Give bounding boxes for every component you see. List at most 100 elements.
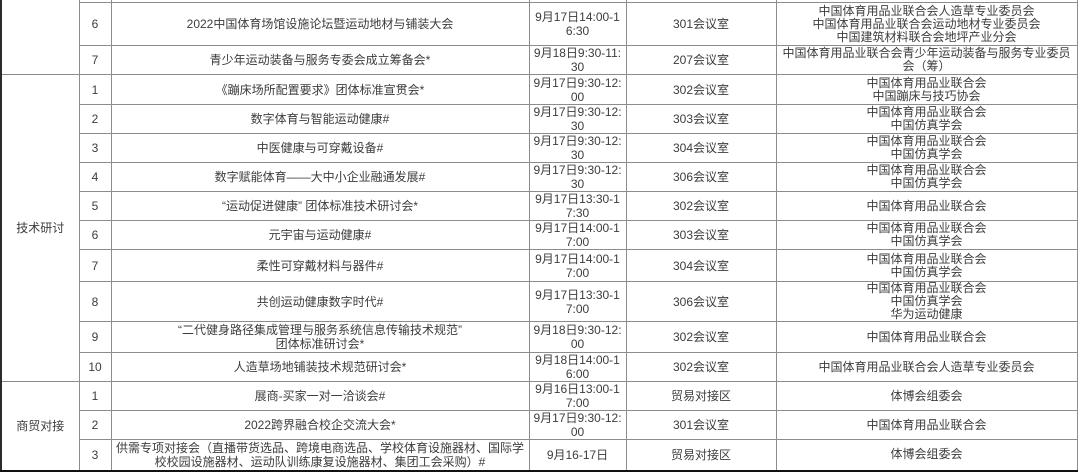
- organizer-line: 中国体育用品业联合会: [866, 75, 987, 90]
- event-title: “运动促进健康” 团体标准技术研讨会*: [222, 199, 418, 213]
- room-cell: 303会议室: [625, 220, 777, 250]
- organizer-line: 中国体育用品业联合会: [866, 281, 987, 295]
- event-cell: 柔性可穿戴材料与器件#: [110, 249, 530, 282]
- event-cell: “二代健身路径集成管理与服务系统信息传输技术规范” 团体标准研讨会*: [110, 321, 530, 353]
- time-cell: 9月17日9:30-12:30: [528, 133, 627, 163]
- time-cell: 9月16-17日: [528, 439, 627, 471]
- category-cell: 商贸对接: [0, 381, 80, 471]
- event-cell: “运动促进健康” 团体标准技术研讨会*: [110, 191, 530, 221]
- room-cell: 306会议室: [625, 162, 777, 192]
- organizer-cell: 中国体育用品业联合会: [775, 321, 1078, 353]
- table-row: 9 “二代健身路径集成管理与服务系统信息传输技术规范” 团体标准研讨会* 9月1…: [1, 321, 1078, 353]
- room-cell: 304会议室: [625, 249, 777, 282]
- table-row: 10 人造草场地铺装技术规范研讨会* 9月18日14:00-16:00 302会…: [1, 352, 1078, 382]
- row-number-cell: 1: [78, 381, 112, 411]
- room-cell: 303会议室: [625, 104, 777, 134]
- organizer-cell: 中国体育用品业联合会人造草专业委员会 中国体育用品业联合会运动地材专业委员会 中…: [775, 2, 1078, 46]
- organizer-line: 华为运动健康: [890, 307, 963, 321]
- organizer-cell: 中国体育用品业联合会人造草专业委员会: [775, 352, 1078, 382]
- table-row: 7 柔性可穿戴材料与器件# 9月17日14:00-17:00 304会议室 中国…: [1, 249, 1078, 282]
- time-cell: 9月17日14:00-16:30: [528, 2, 627, 46]
- organizer-cell: 中国体育用品业联合会: [775, 410, 1078, 440]
- event-title: 2022中国体育场馆设施论坛暨运动地材与铺装大会: [186, 17, 454, 31]
- event-title-line2: 团体标准研讨会*: [275, 337, 365, 351]
- row-number-cell: 6: [78, 2, 112, 46]
- event-title: 2022跨界融合校企交流大会*: [244, 418, 396, 432]
- organizer-line: 中国仿真学会: [890, 176, 963, 190]
- organizer-line: 中国体育用品业联合会: [866, 329, 987, 344]
- organizer-line: 中国仿真学会: [890, 118, 963, 132]
- organizer-line: 中国体育用品业联合会: [866, 134, 987, 148]
- time-cell: 9月16日13:00-17:00: [528, 381, 627, 411]
- event-cell: 数字赋能体育——大中小企业融通发展#: [110, 162, 530, 192]
- time-cell: 9月18日9:30-11:30: [528, 45, 627, 75]
- event-cell: 元宇宙与运动健康#: [110, 220, 530, 250]
- organizer-line: 中国体育用品业联合会运动地材专业委员会: [812, 16, 1041, 31]
- event-cell: 《蹦床场所配置要求》团体标准宣贯会*: [110, 74, 530, 105]
- time-cell: 9月17日14:00-17:00: [528, 220, 627, 250]
- time-cell: 9月17日9:30-12:00: [528, 410, 627, 440]
- event-title: 《蹦床场所配置要求》团体标准宣贯会*: [215, 82, 425, 97]
- room-cell: 207会议室: [625, 45, 777, 75]
- organizer-line: 中国体育用品业联合会: [866, 105, 987, 119]
- organizer-line: 中国仿真学会: [890, 234, 963, 248]
- time-cell: 9月18日14:00-16:00: [528, 352, 627, 382]
- organizer-cell: 中国体育用品业联合会 中国仿真学会: [775, 162, 1078, 192]
- organizer-cell: 体博会组委会: [775, 439, 1078, 471]
- organizer-line: 中国体育用品业联合会: [866, 198, 987, 213]
- table-row: 3 中医健康与可穿戴设备# 9月17日9:30-12:30 304会议室 中国体…: [1, 133, 1078, 163]
- room-cell: 302会议室: [625, 352, 777, 382]
- time-cell: 9月18日9:30-12:00: [528, 321, 627, 353]
- event-cell: 供需专项对接会（直播带货选品、跨境电商选品、学校体育设施器材、国际学校校园设施器…: [110, 439, 530, 471]
- table-row: 8 共创运动健康数字时代# 9月17日13:30-17:00 306会议室 中国…: [1, 281, 1078, 322]
- event-cell: 数字体育与智能运动健康#: [110, 104, 530, 134]
- organizer-line: 中国仿真学会: [890, 294, 963, 308]
- organizer-cell: 中国体育用品业联合会 中国蹦床与技巧协会: [775, 74, 1078, 105]
- event-title: 数字赋能体育——大中小企业融通发展#: [214, 170, 426, 184]
- organizer-cell: 中国体育用品业联合会 中国仿真学会 华为运动健康: [775, 281, 1078, 322]
- table-row: 4 数字赋能体育——大中小企业融通发展# 9月17日9:30-12:30 306…: [1, 162, 1078, 192]
- time-cell: 9月17日13:30-17:00: [528, 281, 627, 322]
- row-number-cell: 2: [78, 104, 112, 134]
- organizer-line: 中国体育用品业联合会: [866, 251, 987, 266]
- room-cell: 304会议室: [625, 133, 777, 163]
- organizer-cell: 中国体育用品业联合会: [775, 191, 1078, 221]
- event-title: 共创运动健康数字时代#: [256, 294, 384, 309]
- row-number-cell: 4: [78, 162, 112, 192]
- organizer-cell: 中国体育用品业联合会 中国仿真学会: [775, 249, 1078, 282]
- room-cell: 贸易对接区: [625, 381, 777, 411]
- event-cell: 中医健康与可穿戴设备#: [110, 133, 530, 163]
- row-number-cell: 7: [78, 249, 112, 282]
- event-title: 柔性可穿戴材料与器件#: [256, 258, 384, 273]
- event-cell: 人造草场地铺装技术规范研讨会*: [110, 352, 530, 382]
- time-cell: 9月17日14:00-17:00: [528, 249, 627, 282]
- event-cell: 2022跨界融合校企交流大会*: [110, 410, 530, 440]
- event-cell: 展商-买家一对一洽谈会#: [110, 381, 530, 411]
- time-cell: 9月17日9:30-12:30: [528, 104, 627, 134]
- event-title: 中医健康与可穿戴设备#: [256, 141, 384, 155]
- row-number-cell: 2: [78, 410, 112, 440]
- organizer-line: 中国体育用品业联合会: [866, 417, 987, 432]
- table-row: 6 2022中国体育场馆设施论坛暨运动地材与铺装大会 9月17日14:00-16…: [1, 2, 1078, 46]
- row-number-cell: 3: [78, 133, 112, 163]
- event-title: 元宇宙与运动健康#: [268, 228, 372, 242]
- event-title: 青少年运动装备与服务专委会成立筹备会*: [209, 53, 431, 67]
- organizer-cell: 中国体育用品业联合会青少年运动装备与服务专业委员会（筹）: [775, 45, 1078, 75]
- organizer-line: 体博会组委会: [890, 388, 963, 403]
- event-cell: 青少年运动装备与服务专委会成立筹备会*: [110, 45, 530, 75]
- row-number-cell: 9: [78, 321, 112, 353]
- room-cell: 301会议室: [625, 2, 777, 46]
- event-title: “二代健身路径集成管理与服务系统信息传输技术规范”: [178, 323, 462, 337]
- event-title: 展商-买家一对一洽谈会#: [254, 389, 386, 403]
- organizer-line: 中国建筑材料联合会地坪产业分会: [836, 29, 1017, 44]
- room-cell: 贸易对接区: [625, 439, 777, 471]
- organizer-line: 中国体育用品业联合会人造草专业委员会: [818, 359, 1035, 374]
- category-cell: [0, 0, 80, 75]
- row-number-cell: 8: [78, 281, 112, 322]
- room-cell: 306会议室: [625, 281, 777, 322]
- table-row: 7 青少年运动装备与服务专委会成立筹备会* 9月18日9:30-11:30 20…: [1, 45, 1078, 75]
- row-number-cell: 3: [78, 439, 112, 471]
- row-number-cell: 7: [78, 45, 112, 75]
- organizer-line: 体博会组委会: [890, 447, 963, 462]
